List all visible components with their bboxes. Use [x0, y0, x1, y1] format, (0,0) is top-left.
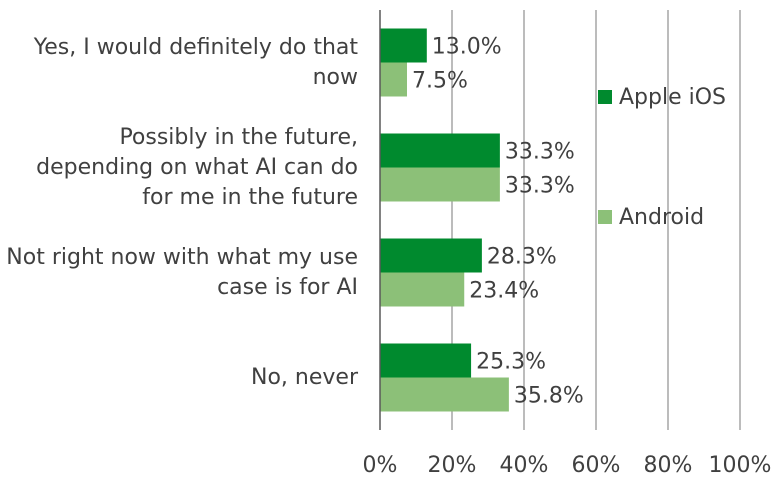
value-label: 23.4% — [469, 279, 539, 304]
bar — [380, 343, 472, 378]
x-tick-label: 80% — [644, 453, 693, 478]
legend-swatch — [598, 90, 612, 104]
value-label: 13.0% — [432, 35, 502, 60]
bar — [380, 133, 500, 168]
value-label: 7.5% — [412, 69, 468, 94]
bar — [380, 62, 407, 97]
value-label: 33.3% — [505, 174, 575, 199]
category-label: No, never — [0, 325, 358, 430]
x-tick-label: 60% — [572, 453, 621, 478]
category-text: Yes, I would definitely do that now — [33, 34, 358, 90]
bar — [380, 28, 427, 63]
category-text: No, never — [251, 364, 358, 390]
bar — [380, 167, 500, 202]
x-tick-label: 0% — [363, 453, 398, 478]
category-text: Not right now with what my use case is f… — [6, 244, 358, 300]
x-tick-label: 40% — [500, 453, 549, 478]
bar — [380, 377, 509, 412]
category-label: Possibly in the future, depending on wha… — [0, 115, 358, 220]
legend-label: Apple iOS — [619, 85, 726, 110]
value-label: 28.3% — [487, 245, 557, 270]
value-label: 33.3% — [505, 140, 575, 165]
legend-label: Android — [619, 205, 704, 230]
value-label: 25.3% — [476, 350, 546, 375]
legend-swatch — [598, 210, 612, 224]
bar — [380, 238, 482, 273]
value-label: 35.8% — [514, 384, 584, 409]
category-label: Not right now with what my use case is f… — [0, 220, 358, 325]
x-tick-label: 20% — [428, 453, 477, 478]
category-text: Possibly in the future, depending on wha… — [36, 124, 358, 210]
x-tick-label: 100% — [709, 453, 772, 478]
bar — [380, 272, 465, 307]
category-label: Yes, I would definitely do that now — [0, 10, 358, 115]
